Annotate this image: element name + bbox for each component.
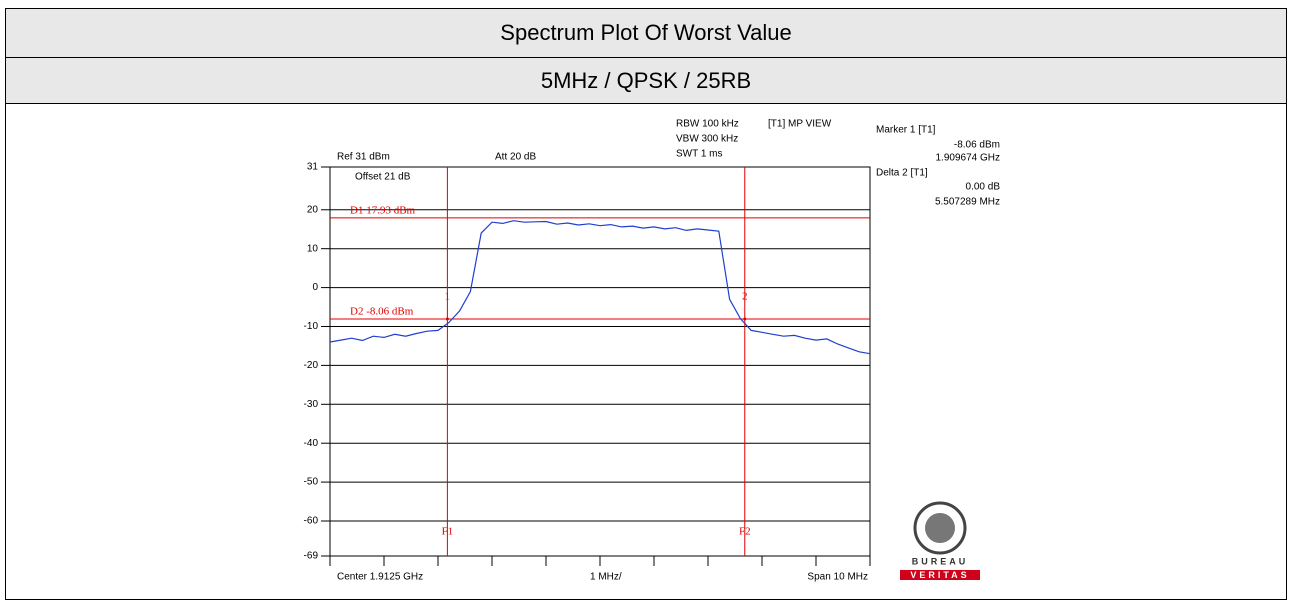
y-tick-label: -60: [304, 516, 319, 527]
y-tick-label: -50: [304, 477, 319, 488]
annotation: Delta 2 [T1]: [876, 168, 928, 179]
subtitle: 5MHz / QPSK / 25RB: [6, 58, 1286, 104]
y-tick-label: -69: [304, 551, 319, 562]
annotation: 0.00 dB: [966, 182, 1001, 193]
annotation: Center 1.9125 GHz: [337, 572, 423, 583]
annotation: Marker 1 [T1]: [876, 125, 936, 136]
logo: BUREAU VERITAS: [900, 501, 980, 580]
annotation: SWT 1 ms: [676, 149, 722, 160]
title: Spectrum Plot Of Worst Value: [6, 9, 1286, 58]
logo-text: BUREAU: [912, 556, 969, 566]
annotation: Offset 21 dB: [355, 172, 411, 183]
y-tick-label: 0: [312, 282, 318, 293]
annotation: Att 20 dB: [495, 152, 536, 163]
frequency-line-label: F2: [739, 526, 751, 538]
trace: [329, 220, 871, 355]
annotation: Ref 31 dBm: [337, 152, 390, 163]
marker-label: 2: [742, 290, 748, 302]
y-tick-label: 20: [307, 204, 319, 215]
y-tick-label: -10: [304, 321, 319, 332]
marker: [743, 317, 747, 321]
annotation: VBW 300 kHz: [676, 134, 738, 145]
display-line-label: D2 -8.06 dBm: [350, 305, 414, 317]
y-tick-label: -20: [304, 360, 319, 371]
marker: [445, 317, 449, 321]
annotation: -8.06 dBm: [954, 140, 1000, 151]
y-tick-label: 10: [307, 243, 319, 254]
y-tick-label: -40: [304, 438, 319, 449]
logo-band: [900, 570, 980, 580]
logo-text: VERITAS: [910, 570, 969, 580]
marker-label: 1: [445, 290, 451, 302]
annotation: RBW 100 kHz: [676, 119, 739, 130]
annotation: Span 10 MHz: [807, 572, 868, 583]
logo-seal: [925, 513, 955, 543]
table: Spectrum Plot Of Worst Value 5MHz / QPSK…: [5, 8, 1287, 600]
y-tick-label: -30: [304, 399, 319, 410]
annotation: 5.507289 MHz: [935, 197, 1000, 208]
y-tick-label: 31: [307, 162, 319, 173]
frequency-line-label: F1: [442, 526, 454, 538]
annotation: [T1] MP VIEW: [768, 119, 832, 130]
display-line-label: D1 17.93 dBm: [350, 204, 416, 216]
annotation: 1.909674 GHz: [936, 153, 1001, 164]
annotation: 1 MHz/: [590, 572, 622, 583]
